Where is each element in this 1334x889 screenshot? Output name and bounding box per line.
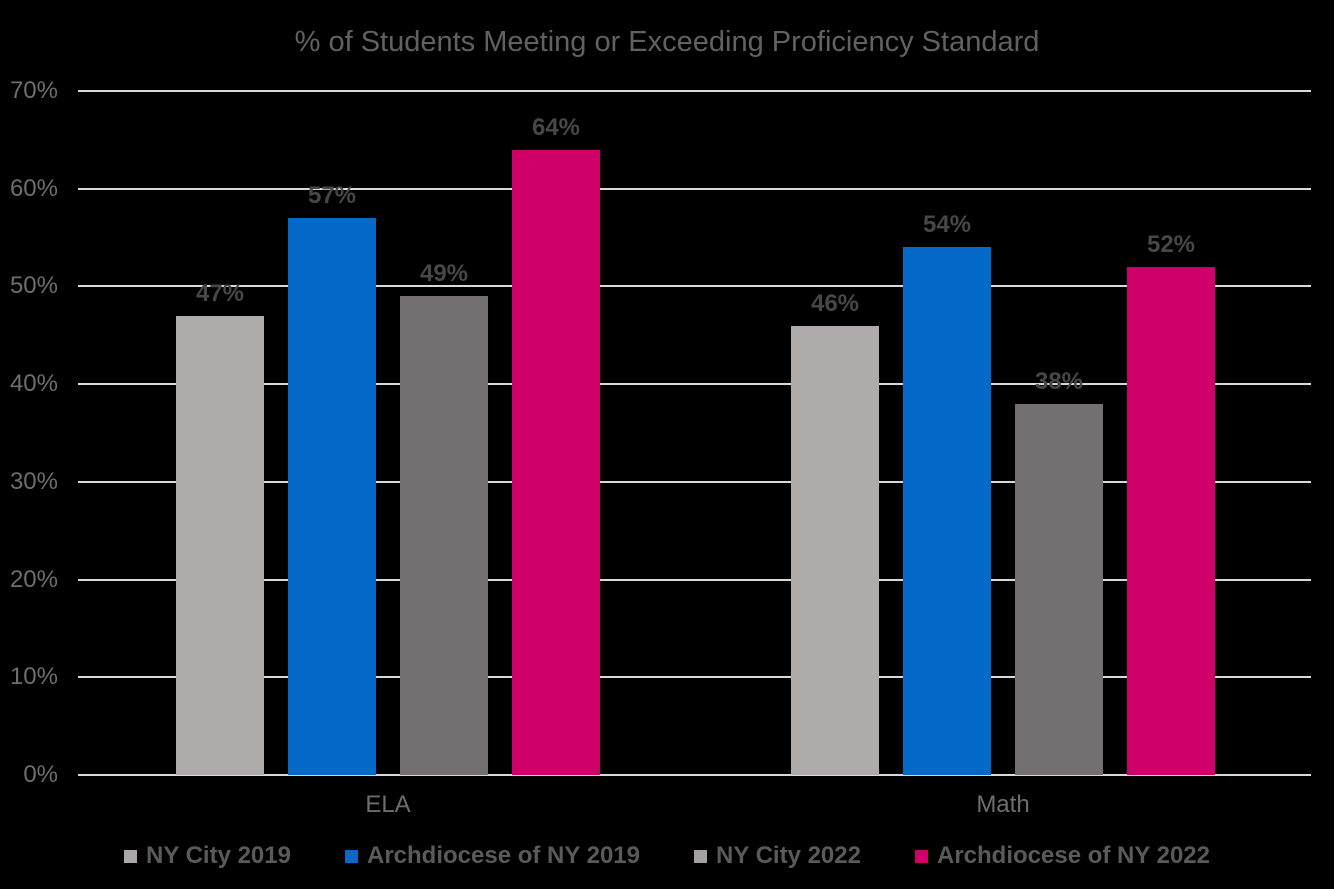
data-label-math-archdiocese-of-ny-2019: 54% — [922, 211, 972, 239]
data-label-math-archdiocese-of-ny-2022: 52% — [1146, 230, 1196, 258]
y-axis-tick-label-10: 10% — [9, 663, 58, 691]
plot-area: 0% 10% 20% 30% 40% 50% 60% 70% 47% 57% 49% 64% ELA 46… — [10, 77, 1311, 818]
chart-title: % of Students Meeting or Exceeding Profi… — [294, 26, 1040, 58]
legend-label-ny-city-2022: NY City 2022 — [716, 842, 861, 869]
data-label-ela-ny-city-2022: 49% — [419, 260, 469, 288]
gridline-50 — [78, 285, 1311, 288]
bar-ela-ny-city-2019 — [176, 315, 264, 775]
legend-item-archdiocese-of-ny-2022: Archdiocese of NY 2022 — [914, 842, 1210, 870]
legend-swatch-icon-archdiocese-of-ny-2022 — [914, 849, 928, 863]
gridline-20 — [78, 578, 1311, 581]
legend-label-archdiocese-of-ny-2022: Archdiocese of NY 2022 — [936, 842, 1210, 869]
y-axis-tick-label-60: 60% — [9, 174, 58, 202]
legend-item-archdiocese-of-ny-2019: Archdiocese of NY 2019 — [344, 842, 640, 870]
gridline-0 — [78, 774, 1311, 776]
data-label-ela-archdiocese-of-ny-2022: 64% — [531, 113, 581, 141]
x-axis-category-label-math: Math — [976, 791, 1030, 818]
y-axis-tick-label-50: 50% — [9, 272, 58, 300]
bar-math-ny-city-2019 — [791, 325, 879, 775]
y-axis-tick-label-20: 20% — [9, 565, 58, 593]
y-axis-tick-label-70: 70% — [9, 77, 58, 104]
gridline-60 — [78, 187, 1311, 190]
y-axis-tick-label-30: 30% — [9, 467, 58, 495]
y-axis-tick-label-0: 0% — [23, 761, 58, 788]
data-label-math-ny-city-2019: 46% — [810, 289, 860, 317]
legend-swatch-icon-ny-city-2019 — [124, 849, 137, 863]
legend-swatch-icon-ny-city-2022 — [694, 849, 707, 863]
legend-swatch-icon-archdiocese-of-ny-2019 — [344, 849, 358, 863]
legend-label-archdiocese-of-ny-2019: Archdiocese of NY 2019 — [366, 842, 640, 869]
bar-math-ny-city-2022 — [1015, 403, 1103, 775]
bar-math-archdiocese-of-ny-2019 — [903, 247, 991, 775]
data-label-ela-ny-city-2019: 47% — [195, 279, 245, 307]
x-axis-category-label-ela: ELA — [365, 791, 411, 818]
gridline-40 — [78, 383, 1311, 386]
legend: NY City 2019 Archdiocese of NY 2019 NY Cit… — [0, 838, 1334, 874]
bar-math-archdiocese-of-ny-2022 — [1127, 266, 1215, 775]
gridline-70 — [78, 90, 1311, 92]
bar-ela-archdiocese-of-ny-2019 — [288, 218, 376, 775]
gridline-10 — [78, 676, 1311, 679]
bar-ela-archdiocese-of-ny-2022 — [512, 149, 600, 775]
legend-label-ny-city-2019: NY City 2019 — [146, 842, 291, 869]
legend-item-ny-city-2022: NY City 2022 — [694, 842, 861, 870]
gridline-30 — [78, 480, 1311, 483]
data-label-ela-archdiocese-of-ny-2019: 57% — [307, 182, 357, 210]
data-label-math-ny-city-2022: 38% — [1034, 367, 1084, 395]
y-axis-tick-label-40: 40% — [9, 370, 58, 398]
legend-item-ny-city-2019: NY City 2019 — [124, 842, 291, 870]
bar-ela-ny-city-2022 — [400, 296, 488, 775]
